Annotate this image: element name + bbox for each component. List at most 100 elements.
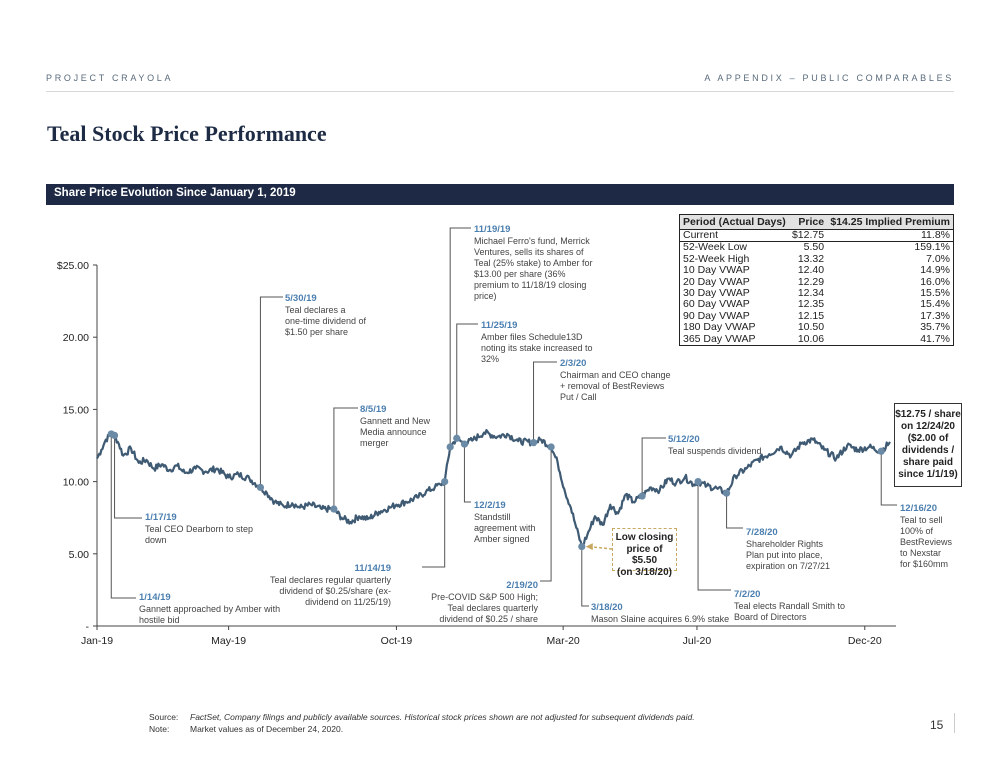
annotation-text: Amber files Schedule13D: [481, 332, 583, 342]
annotation-text: + removal of BestReviews: [560, 381, 665, 391]
y-tick-label: 5.00: [69, 549, 90, 561]
annotation-leader: [333, 407, 358, 510]
annotation-marker: [722, 489, 731, 497]
table-cell: 15.4%: [920, 298, 950, 311]
price-premium-table: Period (Actual Days) Price $14.25 Implied …: [679, 214, 954, 347]
table-cell: 159.1%: [914, 241, 950, 254]
table-cell: Current: [679, 229, 789, 243]
annotation-date: 12/16/20: [900, 503, 937, 514]
table-cell: 16.0%: [920, 275, 950, 288]
annotation-text: Teal declares regular quarterly: [270, 575, 392, 585]
y-tick-label: 10.00: [63, 477, 89, 489]
annotation-text: Pre-COVID S&P 500 High;: [431, 592, 538, 602]
annotation-text: Teal elects Randall Smith to: [734, 601, 845, 611]
annotation-date: 1/14/19: [139, 592, 171, 603]
annotation-text: Shareholder Rights: [746, 539, 824, 549]
footnote-source-text: FactSet, Company filings and publicly av…: [190, 712, 695, 722]
annotation-leader: [581, 546, 589, 607]
annotation-text: down: [145, 535, 167, 545]
callout-line: $12.75 / share: [895, 409, 961, 420]
table-cell: 12.35: [797, 298, 825, 311]
annotation-date: 2/19/20: [506, 580, 538, 591]
annotation-text: for $160mm: [900, 559, 948, 569]
annotation-date: 11/14/19: [355, 563, 391, 574]
table-row: 60 Day VWAP 12.35 15.4%: [680, 298, 954, 311]
table-row: 52-Week High 13.32 7.0%: [680, 252, 954, 265]
table-cell: 41.7%: [920, 332, 950, 345]
table-cell: 14.9%: [920, 264, 950, 277]
callout-line: price of $5.50: [626, 543, 663, 567]
table-cell: 7.0%: [926, 252, 950, 265]
annotation-text: Gannett approached by Amber with: [139, 604, 280, 614]
annotation-date: 5/12/20: [668, 434, 700, 445]
annotation-text: Mason Slaine acquires 6.9% stake: [591, 614, 729, 624]
annotation-text: Plan put into place,: [746, 550, 823, 560]
y-tick-label: 20.00: [63, 332, 89, 344]
annotation-marker: [441, 478, 449, 486]
annotation-leader: [110, 433, 136, 599]
table-cell: 60 Day VWAP: [683, 298, 750, 311]
annotation-text: BestReviews: [900, 537, 953, 547]
annotation-marker: [330, 505, 338, 513]
annotation-text: Teal CEO Dearborn to step: [145, 524, 253, 534]
annotation-text: price): [474, 291, 497, 301]
annotation-marker: [578, 542, 586, 551]
table-cell: 12.29: [797, 275, 825, 288]
page-number: 15: [930, 718, 944, 732]
annotation-text: noting its stake increased to: [481, 343, 593, 353]
annotation-marker: [453, 434, 461, 442]
annotation-marker: [460, 440, 469, 448]
table-cell: 12.40: [797, 264, 825, 277]
annotation-leader: [463, 444, 471, 503]
table-cell: 10.06: [797, 332, 825, 345]
annotation-date: 1/17/19: [145, 512, 177, 523]
annotation-text: Board of Directors: [734, 612, 807, 622]
section-title-bar: Share Price Evolution Since January 1, 2…: [46, 184, 954, 205]
annotation-text: one-time dividend of: [285, 316, 367, 326]
footnote-note-text: Market values as of December 24, 2020.: [190, 724, 344, 734]
table-row: 90 Day VWAP 12.15 17.3%: [680, 309, 954, 322]
annotation-text: premium to 11/18/19 closing: [474, 280, 586, 290]
annotation-text: dividend of $0.25/share (ex-: [279, 586, 391, 596]
annotation-text: $13.00 per share (36%: [474, 269, 566, 279]
annotation-leader: [540, 446, 552, 582]
annotation-text: merger: [360, 438, 389, 448]
annotation-marker: [256, 483, 265, 491]
table-row: 20 Day VWAP 12.29 16.0%: [680, 275, 954, 288]
annotation-date: 7/2/20: [734, 589, 760, 600]
callout-line: ($2.00 of: [907, 433, 949, 444]
annotation-date: 8/5/19: [360, 404, 386, 415]
annotation-text: dividend of $0.25 / share: [439, 614, 538, 624]
table-header-cell: Period (Actual Days): [679, 214, 789, 230]
table-cell: 20 Day VWAP: [683, 275, 750, 288]
table-cell: 52-Week Low: [683, 241, 748, 254]
table-row: Current $12.75 11.8%: [679, 229, 954, 243]
annotation-date: 11/25/19: [481, 320, 517, 331]
annotation-date: 11/19/19: [474, 224, 510, 235]
callout-line: since 1/1/19): [898, 469, 958, 480]
annotation-markers: [107, 430, 885, 551]
annotation-text: Ventures, sells its shares of: [474, 247, 584, 257]
x-tick-label: Mar-20: [547, 635, 580, 647]
annotation-leader: [880, 451, 897, 506]
annotation-leader: [114, 435, 142, 519]
annotation-marker: [110, 431, 119, 439]
annotation-text: 100% of: [900, 526, 934, 536]
x-tick-label: Oct-19: [381, 635, 413, 647]
annotation-leader: [456, 323, 478, 439]
table-cell: 90 Day VWAP: [683, 309, 750, 322]
current-price-callout: $12.75 / share on 12/24/20 ($2.00 of divide…: [894, 403, 962, 487]
table-cell: 35.7%: [920, 321, 950, 334]
footnote-note-label: Note:: [149, 724, 170, 734]
x-tick-label: Jan-19: [81, 635, 113, 647]
annotation-marker: [694, 478, 702, 486]
table-cell: 15.5%: [920, 287, 950, 300]
annotation-text: hostile bid: [139, 615, 180, 625]
footnote-source-label: Source:: [149, 712, 179, 722]
header-project-name: PROJECT CRAYOLA: [46, 73, 174, 83]
annotation-date: 2/3/20: [560, 358, 586, 369]
annotation-text: 32%: [481, 354, 499, 364]
annotation-marker: [446, 443, 454, 451]
y-tick-label: 15.00: [63, 404, 89, 416]
